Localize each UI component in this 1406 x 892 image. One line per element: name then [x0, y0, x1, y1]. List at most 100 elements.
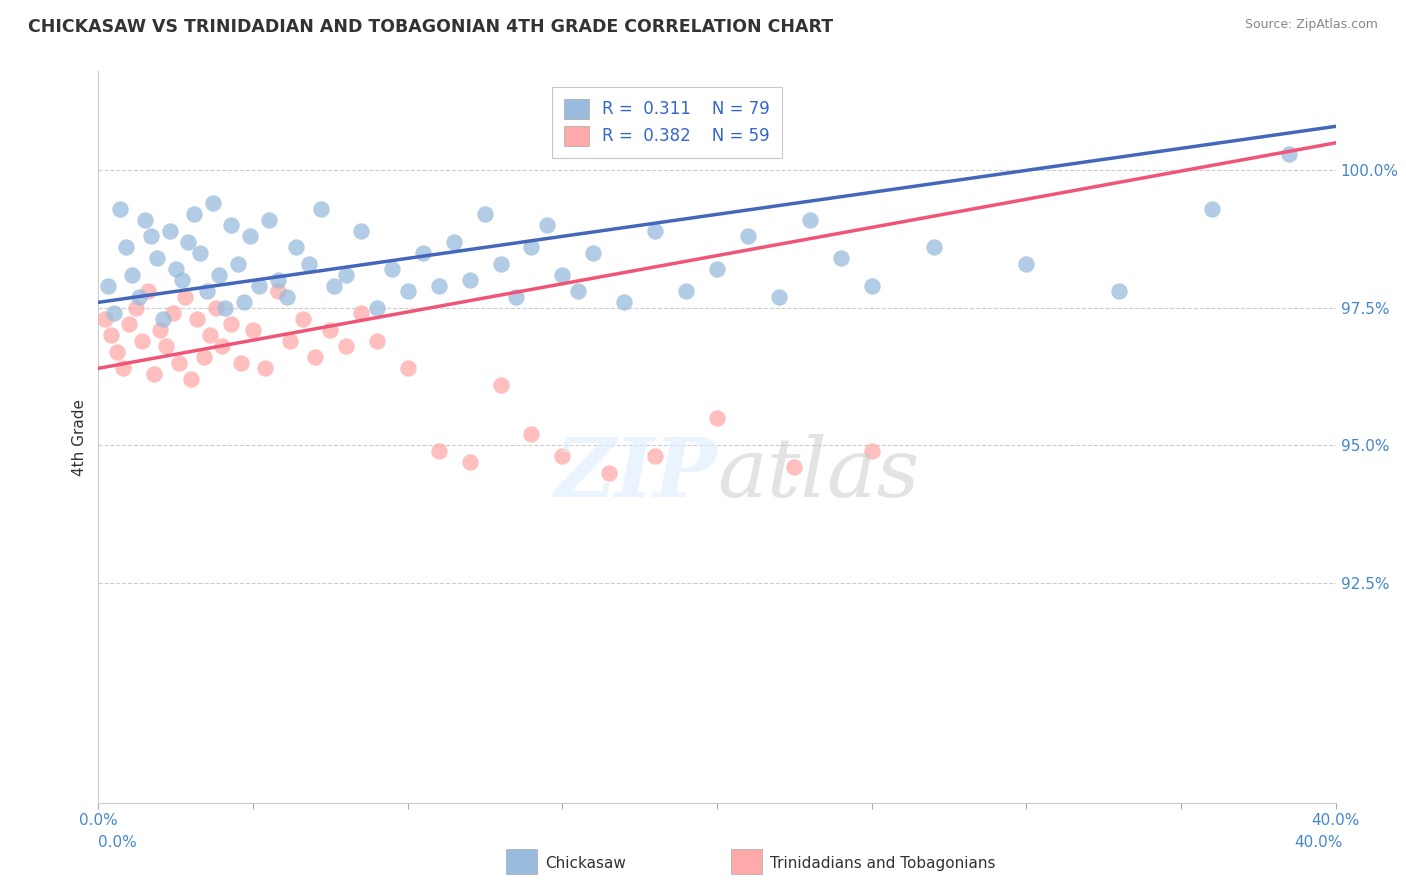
Point [366, 334, 388, 348]
Point [232, 295, 254, 310]
Point [350, 306, 373, 320]
Point [396, 285, 419, 299]
Point [567, 285, 589, 299]
Point [159, 224, 181, 238]
Point [205, 301, 228, 315]
Point [644, 450, 666, 464]
Point [396, 361, 419, 376]
Point [242, 323, 264, 337]
Point [167, 356, 190, 370]
Point [170, 273, 193, 287]
Point [221, 219, 243, 233]
Point [267, 273, 290, 287]
Point [860, 443, 883, 458]
Point [131, 334, 153, 348]
Point [211, 339, 233, 353]
Point [229, 356, 252, 370]
Point [458, 273, 481, 287]
Y-axis label: 4th Grade: 4th Grade [72, 399, 87, 475]
Point [149, 323, 172, 337]
Point [768, 290, 790, 304]
Point [644, 224, 666, 238]
Point [706, 262, 728, 277]
Point [783, 460, 806, 475]
Point [124, 301, 146, 315]
Point [97, 278, 120, 293]
Text: Trinidadians and Tobagonians: Trinidadians and Tobagonians [770, 856, 995, 871]
Point [1015, 257, 1038, 271]
Point [93, 311, 115, 326]
Point [1201, 202, 1223, 216]
Point [737, 229, 759, 244]
Text: Source: ZipAtlas.com: Source: ZipAtlas.com [1244, 18, 1378, 31]
Point [267, 285, 290, 299]
Text: 0.0%: 0.0% [98, 836, 138, 850]
Point [520, 427, 543, 442]
Text: Chickasaw: Chickasaw [546, 856, 627, 871]
Point [298, 257, 321, 271]
Point [304, 351, 326, 365]
Point [799, 212, 821, 227]
Point [134, 212, 156, 227]
Point [183, 207, 205, 221]
Point [105, 344, 128, 359]
Point [118, 318, 141, 332]
Text: ZIP: ZIP [554, 434, 717, 514]
Point [412, 245, 434, 260]
Point [165, 262, 187, 277]
Point [208, 268, 231, 282]
Point [193, 351, 215, 365]
Point [278, 334, 301, 348]
Point [830, 252, 852, 266]
Point [108, 202, 131, 216]
Point [152, 311, 174, 326]
Point [598, 466, 620, 480]
Point [582, 245, 605, 260]
Text: 40.0%: 40.0% [1295, 836, 1343, 850]
Point [143, 367, 166, 381]
Point [155, 339, 177, 353]
Point [427, 443, 450, 458]
Point [1108, 285, 1130, 299]
Point [675, 285, 697, 299]
Point [139, 229, 162, 244]
Point [319, 323, 342, 337]
Point [221, 318, 243, 332]
Text: atlas: atlas [717, 434, 920, 514]
Point [350, 224, 373, 238]
Point [146, 252, 169, 266]
Point [162, 306, 184, 320]
Point [174, 290, 197, 304]
Point [366, 301, 388, 315]
Point [489, 377, 512, 392]
Point [335, 268, 357, 282]
Point [489, 257, 512, 271]
Point [254, 361, 277, 376]
Point [198, 328, 221, 343]
Point [860, 278, 883, 293]
Point [180, 372, 202, 386]
Point [474, 207, 496, 221]
Point [247, 278, 270, 293]
Point [201, 196, 224, 211]
Point [177, 235, 200, 249]
Point [276, 290, 298, 304]
Point [257, 212, 280, 227]
Point [103, 306, 125, 320]
Point [128, 290, 150, 304]
Point [551, 268, 574, 282]
Point [706, 410, 728, 425]
Point [381, 262, 404, 277]
Point [226, 257, 249, 271]
Point [922, 240, 945, 254]
Point [1278, 146, 1301, 161]
Point [322, 278, 344, 293]
Point [285, 240, 308, 254]
Point [115, 240, 138, 254]
Point [613, 295, 636, 310]
Point [136, 285, 159, 299]
Point [551, 450, 574, 464]
Point [291, 311, 314, 326]
Point [214, 301, 236, 315]
Point [121, 268, 143, 282]
